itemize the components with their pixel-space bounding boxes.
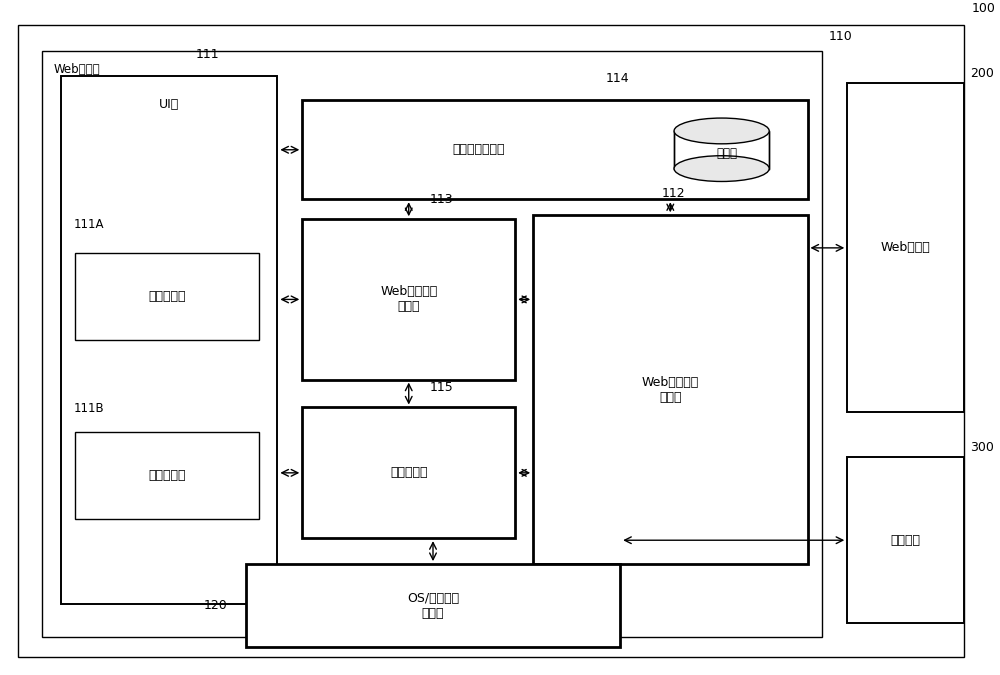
Text: 打印处理部: 打印处理部 bbox=[390, 466, 427, 479]
Text: UI部: UI部 bbox=[159, 98, 180, 111]
Ellipse shape bbox=[674, 118, 769, 144]
Bar bbox=[847, 84, 964, 412]
Text: 111A: 111A bbox=[73, 217, 104, 231]
Text: 113: 113 bbox=[430, 193, 454, 206]
Text: Web页面数据
请求部: Web页面数据 请求部 bbox=[642, 375, 699, 404]
Bar bbox=[75, 432, 259, 519]
Text: 120: 120 bbox=[204, 599, 228, 612]
Text: Web页面数据
解释部: Web页面数据 解释部 bbox=[380, 286, 437, 313]
Bar bbox=[302, 408, 515, 538]
Bar bbox=[302, 219, 515, 379]
Bar bbox=[246, 564, 620, 647]
Bar bbox=[674, 131, 769, 169]
Text: 115: 115 bbox=[430, 381, 454, 394]
Text: 200: 200 bbox=[970, 67, 994, 80]
Text: 打印装置: 打印装置 bbox=[891, 534, 921, 547]
Text: 111B: 111B bbox=[73, 402, 104, 415]
Text: 终端信息管理部: 终端信息管理部 bbox=[453, 143, 505, 157]
Bar bbox=[847, 457, 964, 624]
Text: 100: 100 bbox=[972, 2, 996, 15]
Text: OS/打印软件
执行部: OS/打印软件 执行部 bbox=[407, 591, 459, 620]
Text: 114: 114 bbox=[605, 72, 629, 85]
Text: 操作接受部: 操作接受部 bbox=[148, 290, 186, 303]
Bar bbox=[533, 215, 808, 564]
Bar bbox=[302, 100, 808, 199]
Text: 110: 110 bbox=[828, 30, 852, 43]
Bar bbox=[75, 253, 259, 340]
Text: 对应表: 对应表 bbox=[716, 147, 737, 160]
Text: Web服务器: Web服务器 bbox=[881, 242, 931, 254]
Bar bbox=[61, 76, 277, 603]
Text: 300: 300 bbox=[970, 441, 994, 454]
Bar bbox=[42, 51, 822, 637]
Ellipse shape bbox=[674, 156, 769, 182]
Text: Web客户端: Web客户端 bbox=[54, 63, 100, 76]
Text: 显示控制部: 显示控制部 bbox=[148, 469, 186, 482]
Text: 112: 112 bbox=[662, 187, 686, 200]
Text: 111: 111 bbox=[195, 48, 219, 61]
